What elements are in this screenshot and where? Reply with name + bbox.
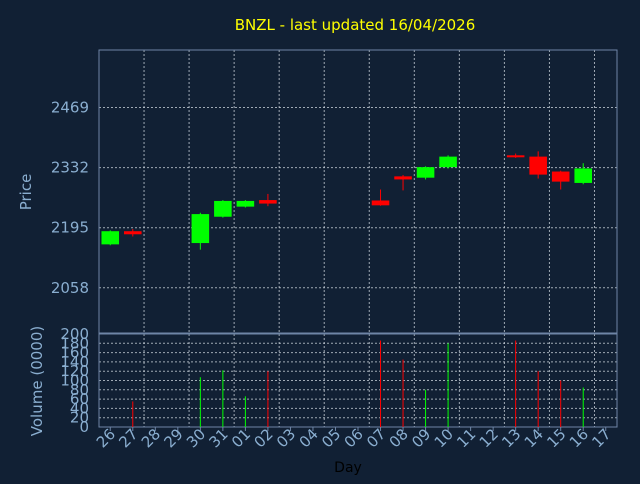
price-gridlines bbox=[99, 50, 617, 333]
price-tick-label: 2058 bbox=[51, 279, 89, 297]
volume-tick-label: 120 bbox=[60, 362, 89, 380]
price-plot-frame bbox=[98, 49, 618, 334]
day-tick-label: 17 bbox=[588, 425, 614, 451]
candle-body bbox=[214, 200, 232, 217]
volume-tick-label: 100 bbox=[60, 372, 89, 390]
day-tick-labels: 2627282930310102030405060708091011121314… bbox=[93, 425, 615, 451]
candle-body bbox=[416, 167, 435, 178]
chart-title: BNZL - last updated 16/04/2026 bbox=[235, 16, 476, 34]
candle-body bbox=[371, 200, 390, 206]
day-axis-label: Day bbox=[334, 460, 362, 476]
price-tick-label: 2332 bbox=[51, 159, 89, 177]
volume-tick-label: 80 bbox=[70, 381, 89, 399]
candle-body bbox=[191, 214, 210, 244]
volume-tick-label: 140 bbox=[60, 353, 89, 371]
volume-tick-label: 20 bbox=[70, 409, 89, 427]
candle-body bbox=[101, 231, 120, 245]
volume-tick-label: 60 bbox=[70, 390, 89, 408]
volume-tick-label: 160 bbox=[60, 344, 89, 362]
candlestick-series bbox=[101, 151, 593, 250]
candle-body bbox=[506, 155, 525, 158]
candle-body bbox=[574, 168, 593, 183]
price-tick-labels: 2058 2195 2332 2469 bbox=[51, 98, 89, 296]
volume-tick-label: 180 bbox=[60, 334, 89, 352]
candle-body bbox=[259, 200, 277, 204]
volume-tick-label: 200 bbox=[60, 325, 89, 343]
candle-body bbox=[236, 200, 255, 207]
candle-body bbox=[439, 156, 457, 168]
volume-bar-series bbox=[132, 340, 584, 427]
price-tick-label: 2469 bbox=[51, 98, 89, 116]
volume-tick-label: 40 bbox=[70, 399, 89, 417]
volume-axis-label: Volume (0000) bbox=[28, 326, 46, 436]
candle-body bbox=[123, 231, 142, 235]
volume-tick-label: 0 bbox=[79, 418, 89, 436]
volume-gridlines bbox=[99, 334, 617, 427]
candle-body bbox=[529, 156, 547, 175]
price-tick-label: 2195 bbox=[51, 219, 89, 237]
candle-body bbox=[551, 171, 570, 182]
candle-body bbox=[394, 176, 412, 180]
price-axis-label: Price bbox=[17, 174, 35, 211]
